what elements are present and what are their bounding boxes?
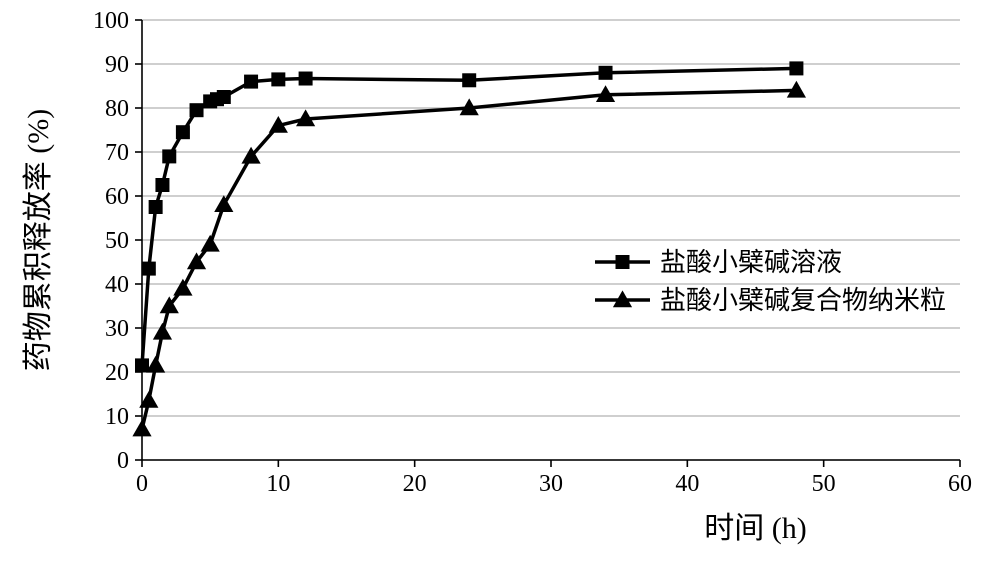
- chart-container: 0 10 20 30 40 50 60 70 80 90 100 0 10 20 30 40 50 60 时间 (h…: [0, 0, 1000, 566]
- series-marker: [162, 149, 176, 163]
- series-marker: [155, 178, 169, 192]
- x-tick-label: 30: [539, 471, 563, 497]
- y-tick-label: 30: [105, 316, 129, 342]
- y-tick-label: 10: [105, 404, 129, 430]
- y-axis-label: 药物累积释放率 (%): [22, 109, 55, 371]
- series-marker: [299, 72, 313, 86]
- x-tick-label: 40: [675, 471, 699, 497]
- y-tick-label: 100: [93, 8, 129, 34]
- chart-background: [0, 0, 1000, 566]
- series-marker: [789, 61, 803, 75]
- release-chart: 0 10 20 30 40 50 60 70 80 90 100 0 10 20 30 40 50 60 时间 (h…: [0, 0, 1000, 566]
- legend-label: 盐酸小檗碱溶液: [660, 248, 842, 277]
- y-tick-label: 50: [105, 228, 129, 254]
- series-marker: [217, 90, 231, 104]
- series-marker: [149, 200, 163, 214]
- y-tick-label: 60: [105, 184, 129, 210]
- y-tick-label: 70: [105, 140, 129, 166]
- x-tick-label: 10: [266, 471, 290, 497]
- series-marker: [135, 358, 149, 372]
- x-tick-label: 0: [136, 471, 148, 497]
- y-tick-label: 20: [105, 360, 129, 386]
- y-tick-label: 80: [105, 96, 129, 122]
- y-tick-label: 0: [117, 448, 129, 474]
- x-axis-label: 时间 (h): [704, 512, 806, 545]
- series-marker: [142, 262, 156, 276]
- x-tick-label: 60: [948, 471, 972, 497]
- series-marker: [462, 73, 476, 87]
- x-tick-label: 50: [812, 471, 836, 497]
- y-tick-label: 90: [105, 52, 129, 78]
- legend-label: 盐酸小檗碱复合物纳米粒: [660, 286, 946, 315]
- series-marker: [176, 125, 190, 139]
- legend-marker: [616, 255, 630, 269]
- series-marker: [244, 75, 258, 89]
- x-tick-label: 20: [403, 471, 427, 497]
- y-tick-label: 40: [105, 272, 129, 298]
- series-marker: [271, 72, 285, 86]
- series-marker: [599, 66, 613, 80]
- series-marker: [190, 103, 204, 117]
